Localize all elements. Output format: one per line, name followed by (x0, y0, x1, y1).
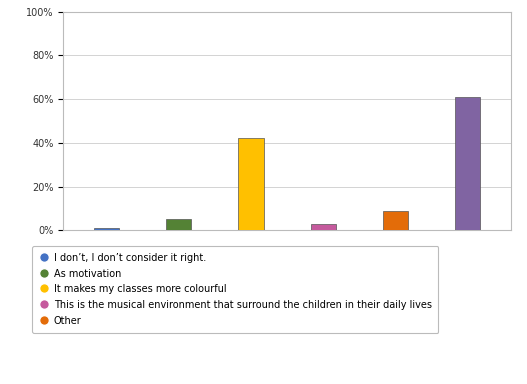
Legend: I don’t, I don’t consider it right., As motivation, It makes my classes more col: I don’t, I don’t consider it right., As … (32, 246, 438, 333)
Bar (455, 97, 481, 230)
Bar (238, 139, 264, 230)
Bar (166, 220, 191, 230)
Bar (383, 211, 408, 230)
Bar (311, 224, 336, 230)
Bar (94, 228, 119, 230)
